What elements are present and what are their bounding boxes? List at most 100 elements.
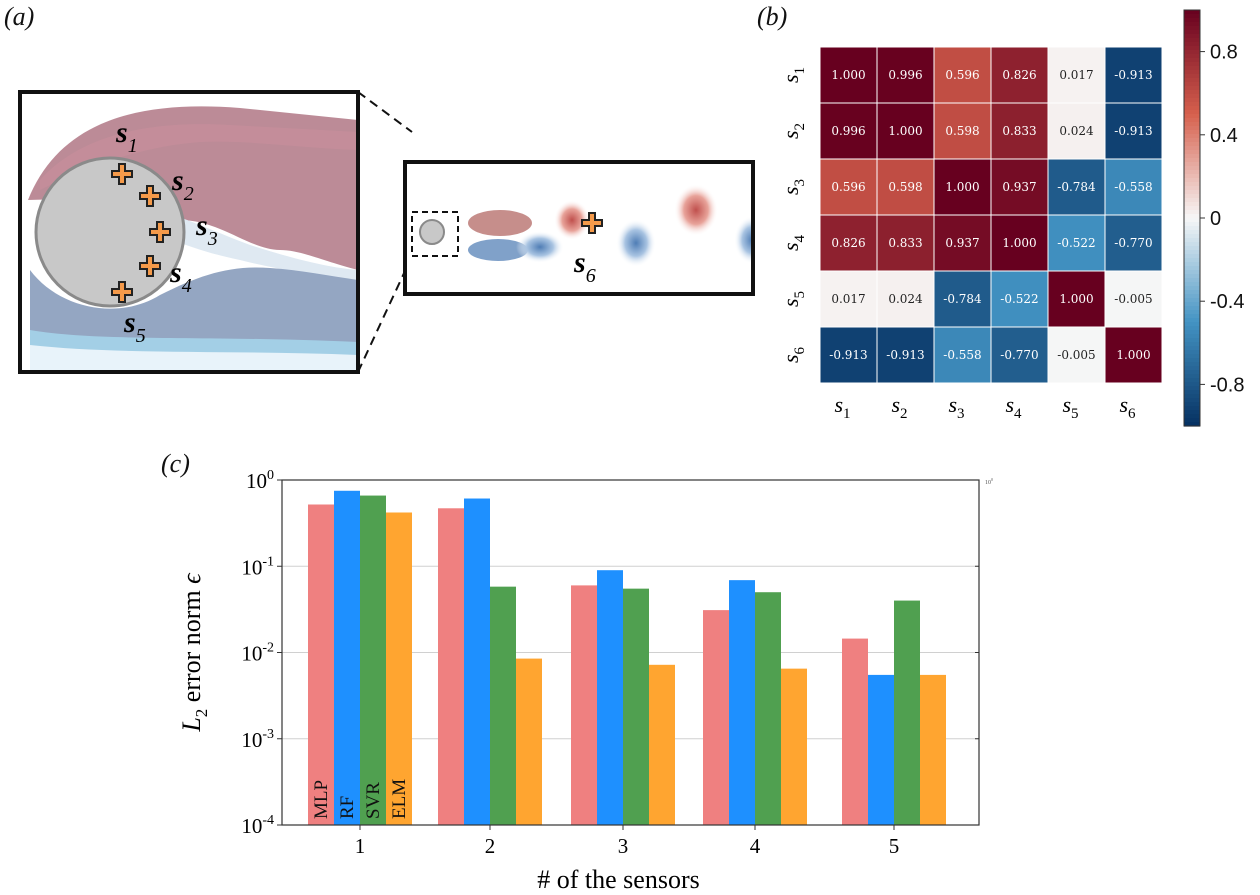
colorbar-segment bbox=[1184, 242, 1200, 247]
sensor-label-1: s1 bbox=[115, 116, 138, 157]
colorbar-segment bbox=[1184, 338, 1200, 343]
heatmap-cell-value: -0.913 bbox=[1114, 124, 1152, 138]
flow-domain bbox=[405, 162, 753, 294]
heatmap-cell bbox=[990, 326, 1049, 384]
heatmap-cell-value: -0.913 bbox=[886, 348, 924, 362]
colorbar-segment bbox=[1184, 270, 1200, 275]
heatmap-row-label: s2 bbox=[778, 123, 808, 139]
sensor-marker-1 bbox=[111, 163, 133, 185]
heatmap-cell-value: -0.005 bbox=[1114, 292, 1152, 306]
colorbar-segment bbox=[1184, 358, 1200, 363]
heatmap-cell bbox=[876, 326, 935, 384]
colorbar-segment bbox=[1184, 266, 1200, 271]
bar-rf bbox=[464, 498, 490, 825]
colorbar-segment bbox=[1184, 146, 1200, 151]
heatmap-cell-value: -0.522 bbox=[1000, 292, 1038, 306]
heatmap-cell-value: 0.937 bbox=[1002, 180, 1036, 194]
colorbar-segment bbox=[1184, 290, 1200, 295]
bar-elm bbox=[781, 668, 807, 825]
colorbar-tick-label: -0.8 bbox=[1210, 374, 1244, 396]
bar-elm bbox=[649, 664, 675, 825]
colorbar-segment bbox=[1184, 38, 1200, 43]
heatmap-col-label: s1 bbox=[834, 392, 850, 422]
colorbar-segment bbox=[1184, 106, 1200, 111]
colorbar-segment bbox=[1184, 254, 1200, 259]
colorbar-segment bbox=[1184, 202, 1200, 207]
colorbar-segment bbox=[1184, 382, 1200, 387]
bar-svr bbox=[894, 600, 920, 825]
series-label: RF bbox=[337, 796, 358, 819]
colorbar-segment bbox=[1184, 154, 1200, 159]
sensor-label-3: s3 bbox=[195, 209, 218, 250]
colorbar-segment bbox=[1184, 310, 1200, 315]
colorbar-segment bbox=[1184, 278, 1200, 283]
panel-label-a: (a) bbox=[4, 2, 35, 31]
heatmap-row-label: s1 bbox=[778, 67, 808, 83]
heatmap-cell bbox=[876, 270, 935, 328]
series-label: MLP bbox=[311, 780, 332, 819]
bar-svr bbox=[755, 592, 781, 825]
colorbar-segment bbox=[1184, 258, 1200, 263]
colorbar-segment bbox=[1184, 410, 1200, 415]
colorbar-segment bbox=[1184, 214, 1200, 219]
colorbar-segment bbox=[1184, 282, 1200, 287]
colorbar-segment bbox=[1184, 326, 1200, 331]
colorbar-segment bbox=[1184, 186, 1200, 191]
colorbar-segment bbox=[1184, 138, 1200, 143]
colorbar-segment bbox=[1184, 122, 1200, 127]
heatmap-row-label: s3 bbox=[778, 179, 808, 195]
x-tick-label: 5 bbox=[889, 834, 900, 858]
colorbar-segment bbox=[1184, 14, 1200, 19]
colorbar-segment bbox=[1184, 234, 1200, 239]
heatmap-cell bbox=[1104, 102, 1163, 160]
heatmap-cell bbox=[933, 102, 992, 160]
bar-rf bbox=[729, 580, 755, 825]
colorbar-segment bbox=[1184, 66, 1200, 71]
heatmap-cell bbox=[1104, 46, 1163, 104]
colorbar-segment bbox=[1184, 118, 1200, 123]
colorbar-segment bbox=[1184, 166, 1200, 171]
colorbar-segment bbox=[1184, 110, 1200, 115]
y-tick-label: 10-1 bbox=[241, 554, 274, 579]
heatmap-cell bbox=[1104, 158, 1163, 216]
bar-mlp bbox=[438, 508, 464, 825]
heatmap-cell bbox=[933, 158, 992, 216]
colorbar-segment bbox=[1184, 330, 1200, 335]
series-label: SVR bbox=[363, 782, 384, 819]
colorbar-segment bbox=[1184, 246, 1200, 251]
zoom-inset bbox=[20, 92, 358, 372]
colorbar-segment bbox=[1184, 294, 1200, 299]
bar-mlp bbox=[703, 610, 729, 825]
heatmap-cell-value: -0.913 bbox=[1114, 68, 1152, 82]
heatmap-cell-value: 0.598 bbox=[888, 180, 922, 194]
colorbar-segment bbox=[1184, 274, 1200, 279]
colorbar-segment bbox=[1184, 398, 1200, 403]
colorbar-tick-label: 0.8 bbox=[1210, 42, 1238, 64]
heatmap-cell bbox=[819, 214, 878, 272]
y-tick-label: 100 bbox=[246, 468, 274, 493]
y-tick-label: 10-3 bbox=[241, 727, 274, 752]
colorbar-segment bbox=[1184, 394, 1200, 399]
bar-rf bbox=[868, 674, 894, 825]
panel-label-b: (b) bbox=[757, 2, 788, 31]
bar-elm bbox=[920, 674, 946, 825]
colorbar-segment bbox=[1184, 322, 1200, 327]
heatmap-row-label: s4 bbox=[778, 234, 808, 251]
colorbar-segment bbox=[1184, 134, 1200, 139]
heatmap-cell-value: -0.784 bbox=[1057, 180, 1096, 194]
colorbar-segment bbox=[1184, 206, 1200, 211]
heatmap-col-label: s6 bbox=[1119, 392, 1136, 422]
colorbar-segment bbox=[1184, 114, 1200, 119]
colorbar-segment bbox=[1184, 314, 1200, 319]
bar-elm bbox=[516, 658, 542, 825]
colorbar-segment bbox=[1184, 350, 1200, 355]
heatmap-cell-value: 0.937 bbox=[945, 236, 979, 250]
sensor-label-4: s4 bbox=[169, 256, 192, 297]
bar-svr bbox=[360, 495, 386, 825]
y-tick-label: 10-4 bbox=[241, 813, 274, 838]
colorbar-segment bbox=[1184, 102, 1200, 107]
heatmap-cell bbox=[1047, 270, 1106, 328]
colorbar-tick-label: 0 bbox=[1210, 208, 1221, 230]
heatmap-cell-value: 0.833 bbox=[1002, 124, 1036, 138]
